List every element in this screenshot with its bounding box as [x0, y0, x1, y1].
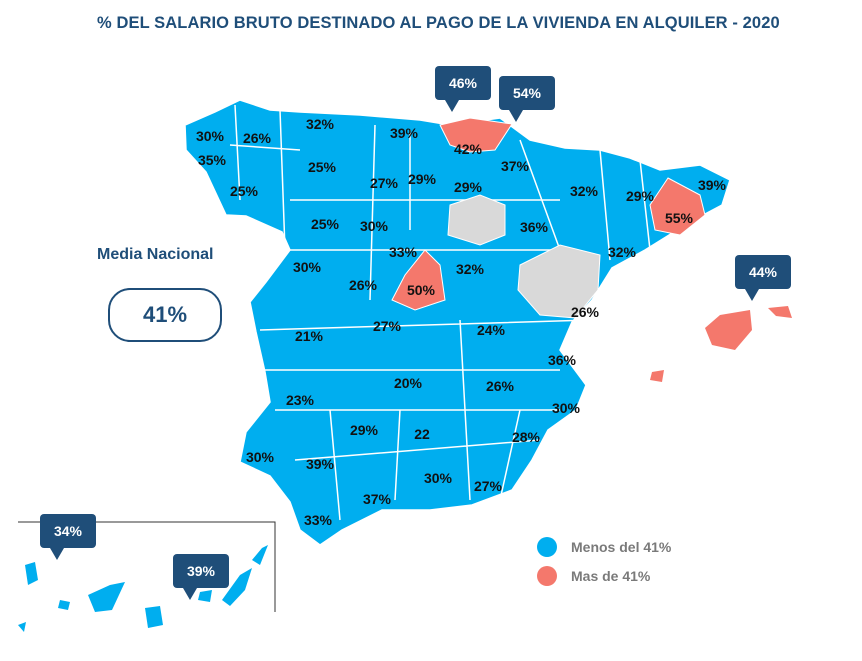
legend-dot-blue — [537, 537, 557, 557]
province-label: 22 — [414, 426, 430, 442]
region-teruel-nodata — [517, 244, 601, 319]
province-label: 35% — [197, 152, 227, 168]
province-label: 50% — [406, 282, 436, 298]
province-label: 28% — [511, 429, 541, 445]
province-label: 39% — [389, 125, 419, 141]
province-label: 29% — [453, 179, 483, 195]
media-nacional-label: Media Nacional — [97, 246, 214, 263]
province-label: 21% — [294, 328, 324, 344]
province-label: 24% — [476, 322, 506, 338]
province-label: 26% — [485, 378, 515, 394]
callout-tenerife: 39% — [173, 554, 229, 600]
callout-bizkaia: 46% — [435, 66, 491, 112]
balearic-islands — [650, 306, 792, 382]
province-label: 23% — [285, 392, 315, 408]
province-label: 39% — [697, 177, 727, 193]
province-label: 30% — [292, 259, 322, 275]
legend-item-above: Mas de 41% — [537, 566, 650, 586]
province-label: 26% — [570, 304, 600, 320]
province-label: 32% — [569, 183, 599, 199]
province-label: 32% — [455, 261, 485, 277]
province-label: 39% — [305, 456, 335, 472]
province-label: 33% — [388, 244, 418, 260]
province-label: 25% — [307, 159, 337, 175]
media-nacional-value: 41% — [108, 288, 222, 342]
province-label: 42% — [453, 141, 483, 157]
province-label: 30% — [195, 128, 225, 144]
province-label: 29% — [625, 188, 655, 204]
region-soria-nodata — [447, 194, 506, 246]
province-label: 27% — [369, 175, 399, 191]
legend-item-below: Menos del 41% — [537, 537, 671, 557]
province-label: 36% — [547, 352, 577, 368]
province-label: 25% — [229, 183, 259, 199]
callout-las-palmas: 34% — [40, 514, 96, 560]
province-label: 36% — [519, 219, 549, 235]
province-label: 37% — [362, 491, 392, 507]
province-label: 32% — [607, 244, 637, 260]
province-label: 37% — [500, 158, 530, 174]
province-label: 33% — [303, 512, 333, 528]
region-pais-vasco — [439, 117, 513, 153]
province-label: 30% — [423, 470, 453, 486]
callout-baleares: 44% — [735, 255, 791, 301]
province-label: 29% — [349, 422, 379, 438]
province-label: 29% — [407, 171, 437, 187]
legend-dot-red — [537, 566, 557, 586]
province-label: 30% — [551, 400, 581, 416]
province-borders — [229, 104, 651, 521]
province-label: 26% — [242, 130, 272, 146]
mainland-spain — [184, 99, 731, 546]
province-label: 27% — [372, 318, 402, 334]
province-label: 32% — [305, 116, 335, 132]
legend-label: Mas de 41% — [571, 568, 651, 584]
province-label: 30% — [245, 449, 275, 465]
map-title: % DEL SALARIO BRUTO DESTINADO AL PAGO DE… — [97, 14, 780, 32]
region-madrid — [391, 249, 446, 311]
province-label: 26% — [348, 277, 378, 293]
canary-box — [18, 521, 276, 612]
legend-label: Menos del 41% — [571, 539, 672, 555]
province-label: 30% — [359, 218, 389, 234]
province-label: 27% — [473, 478, 503, 494]
callout-gipuzkoa: 54% — [499, 76, 555, 122]
province-label: 55% — [664, 210, 694, 226]
canary-islands — [18, 545, 268, 632]
province-label: 20% — [393, 375, 423, 391]
province-label: 25% — [310, 216, 340, 232]
region-barcelona — [649, 177, 706, 236]
